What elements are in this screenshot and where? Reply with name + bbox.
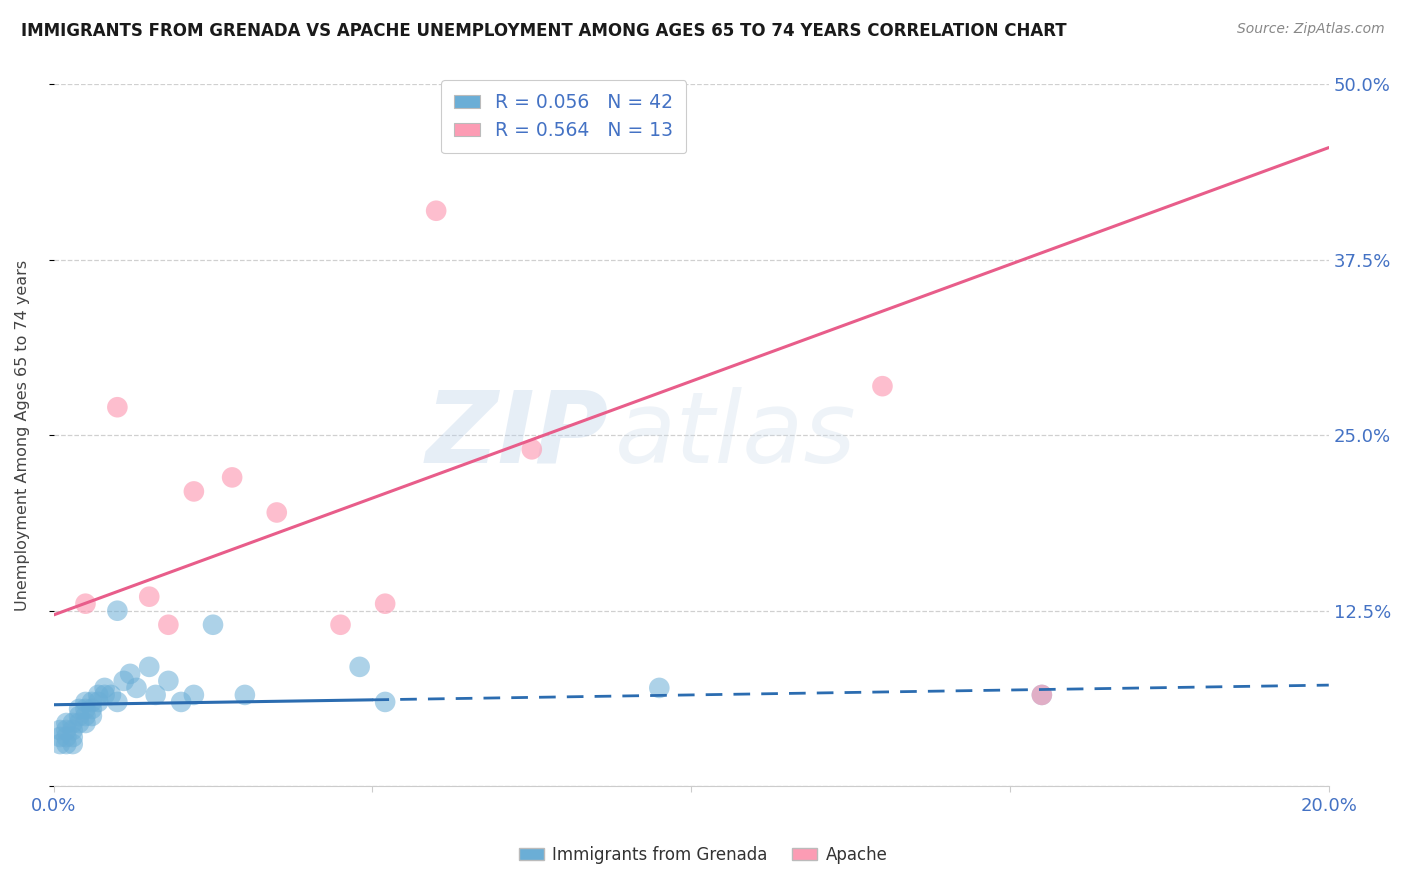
Point <box>1031 688 1053 702</box>
Point <box>62 730 84 744</box>
Point <box>105 695 128 709</box>
Point <box>62 716 84 731</box>
Point <box>93 681 115 695</box>
Point <box>105 604 128 618</box>
Point <box>349 660 371 674</box>
Point <box>233 688 256 702</box>
Point <box>62 737 84 751</box>
Point <box>145 688 167 702</box>
Point <box>55 716 77 731</box>
Point <box>125 681 148 695</box>
Point <box>75 702 97 716</box>
Point <box>100 688 122 702</box>
Point <box>49 737 72 751</box>
Point <box>80 702 103 716</box>
Legend: R = 0.056   N = 42, R = 0.564   N = 13: R = 0.056 N = 42, R = 0.564 N = 13 <box>441 79 686 153</box>
Point <box>120 666 142 681</box>
Point <box>1031 688 1053 702</box>
Point <box>87 695 110 709</box>
Text: Source: ZipAtlas.com: Source: ZipAtlas.com <box>1237 22 1385 37</box>
Point <box>872 379 894 393</box>
Point <box>75 709 97 723</box>
Point <box>93 688 115 702</box>
Point <box>170 695 193 709</box>
Y-axis label: Unemployment Among Ages 65 to 74 years: Unemployment Among Ages 65 to 74 years <box>15 260 30 611</box>
Point <box>75 716 97 731</box>
Point <box>425 203 447 218</box>
Point <box>62 723 84 737</box>
Point <box>49 723 72 737</box>
Point <box>55 730 77 744</box>
Point <box>183 484 205 499</box>
Point <box>201 617 224 632</box>
Point <box>105 401 128 415</box>
Point <box>157 617 180 632</box>
Point <box>138 660 160 674</box>
Point <box>67 709 90 723</box>
Point <box>67 716 90 731</box>
Point <box>80 695 103 709</box>
Text: atlas: atlas <box>614 387 856 483</box>
Point <box>520 442 543 457</box>
Point <box>221 470 243 484</box>
Point <box>49 730 72 744</box>
Text: ZIP: ZIP <box>425 387 609 483</box>
Legend: Immigrants from Grenada, Apache: Immigrants from Grenada, Apache <box>512 839 894 871</box>
Point <box>55 737 77 751</box>
Point <box>138 590 160 604</box>
Point <box>87 688 110 702</box>
Point <box>67 702 90 716</box>
Point <box>75 695 97 709</box>
Point <box>183 688 205 702</box>
Point <box>55 723 77 737</box>
Point <box>648 681 671 695</box>
Point <box>75 597 97 611</box>
Point <box>374 597 396 611</box>
Point <box>329 617 352 632</box>
Point <box>112 673 135 688</box>
Text: IMMIGRANTS FROM GRENADA VS APACHE UNEMPLOYMENT AMONG AGES 65 TO 74 YEARS CORRELA: IMMIGRANTS FROM GRENADA VS APACHE UNEMPL… <box>21 22 1067 40</box>
Point <box>374 695 396 709</box>
Point <box>266 506 288 520</box>
Point <box>80 709 103 723</box>
Point <box>157 673 180 688</box>
